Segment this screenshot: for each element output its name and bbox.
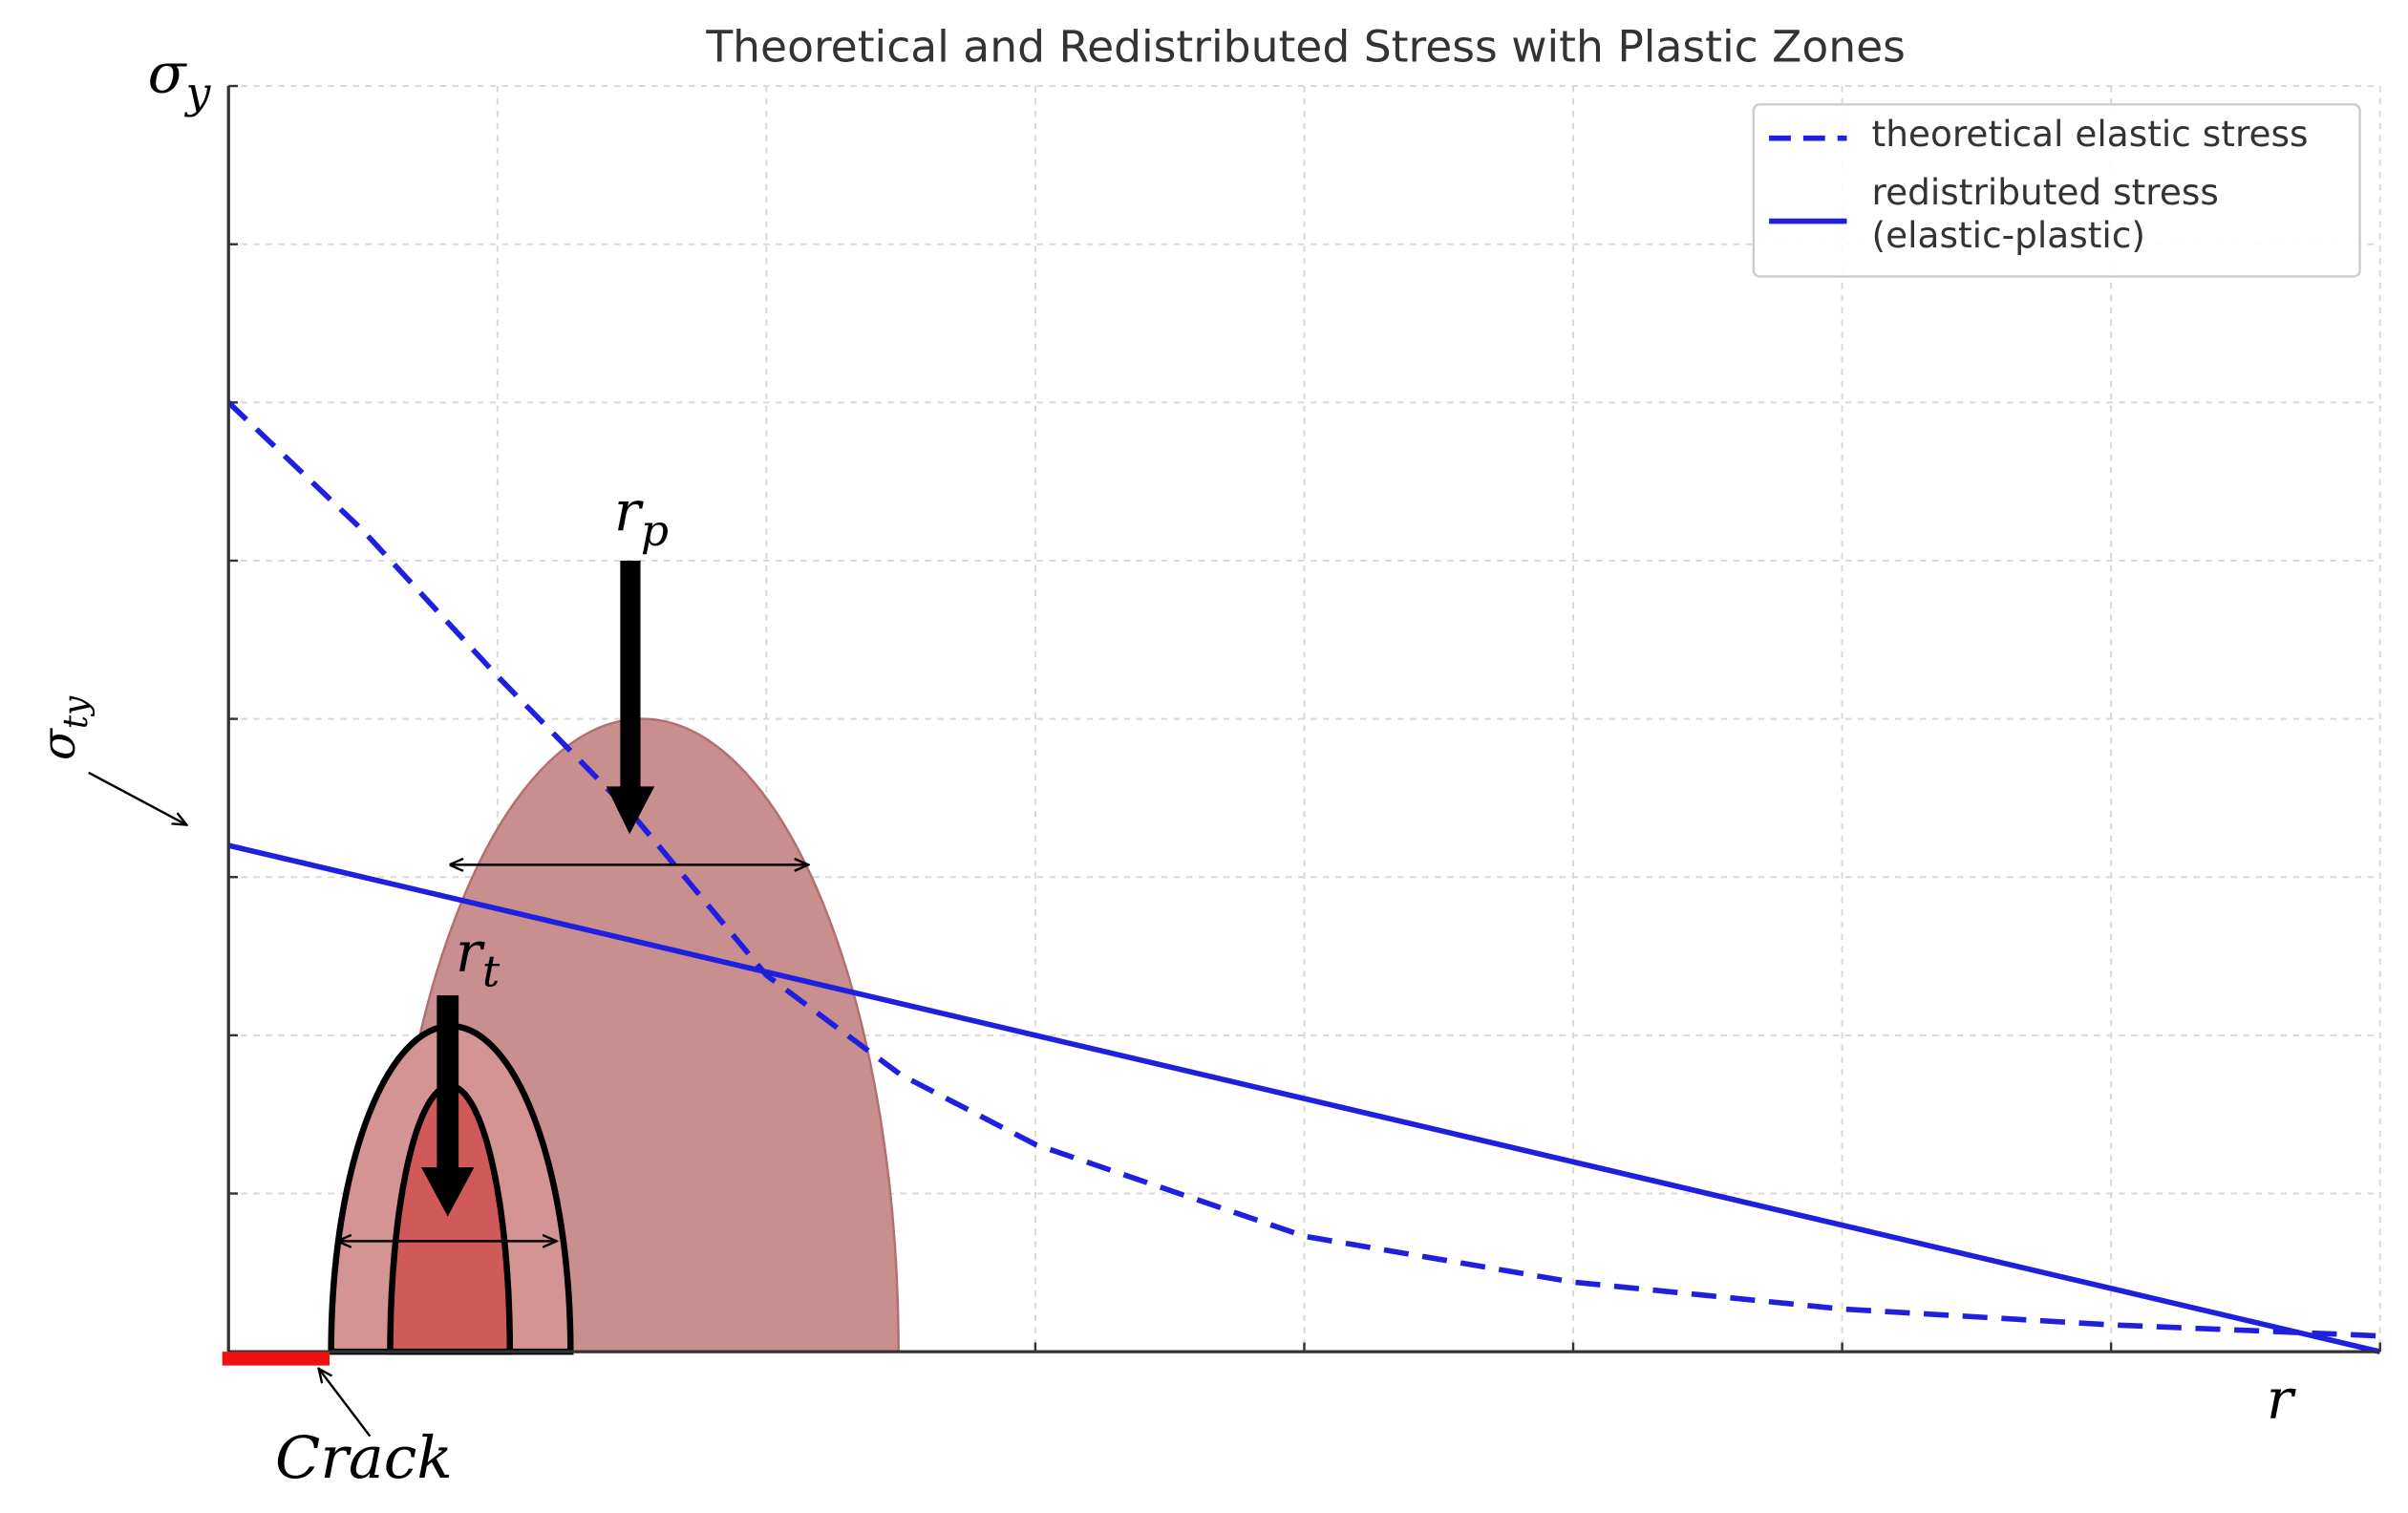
rt-arrow-shaft — [437, 995, 459, 1172]
crack — [222, 1352, 330, 1366]
label-sub: t — [482, 947, 501, 997]
rt-arrow-head — [421, 1167, 475, 1217]
chart-title: Theoretical and Redistributed Stress wit… — [705, 22, 1905, 73]
label-base: σ — [148, 41, 188, 106]
label-sub: y — [184, 68, 212, 118]
series-line — [226, 400, 2380, 1339]
crack-label: Crack — [275, 1424, 453, 1492]
legend-label: redistributed stress (elastic-plastic) — [1871, 173, 2219, 257]
yield-pointer — [88, 771, 187, 825]
label-sub: ty — [56, 695, 96, 729]
y-axis-label: σy — [148, 41, 212, 118]
crack-pointer — [319, 1369, 372, 1438]
grid — [227, 84, 2381, 1353]
series-line — [227, 842, 2381, 1354]
legend-entry: redistributed stress (elastic-plastic) — [1871, 173, 2219, 257]
yield-label: σty — [32, 695, 96, 760]
rt-label: rt — [456, 920, 501, 997]
legend-entry: theoretical elastic stress — [1871, 115, 2309, 156]
legend-label: theoretical elastic stress — [1871, 115, 2309, 156]
label-sub: p — [641, 505, 669, 556]
x-axis-label: r — [2267, 1367, 2296, 1432]
label-base: r — [456, 920, 485, 985]
rp-arrow-shaft — [620, 560, 641, 792]
legend: theoretical elastic stress redistributed … — [1752, 103, 2361, 278]
rp-arrow-head — [606, 786, 655, 835]
series-group — [226, 400, 2381, 1354]
rp-label: rp — [614, 479, 669, 556]
label-base: r — [614, 479, 644, 543]
label-base: σ — [32, 727, 86, 760]
legend-box — [1752, 103, 2361, 278]
